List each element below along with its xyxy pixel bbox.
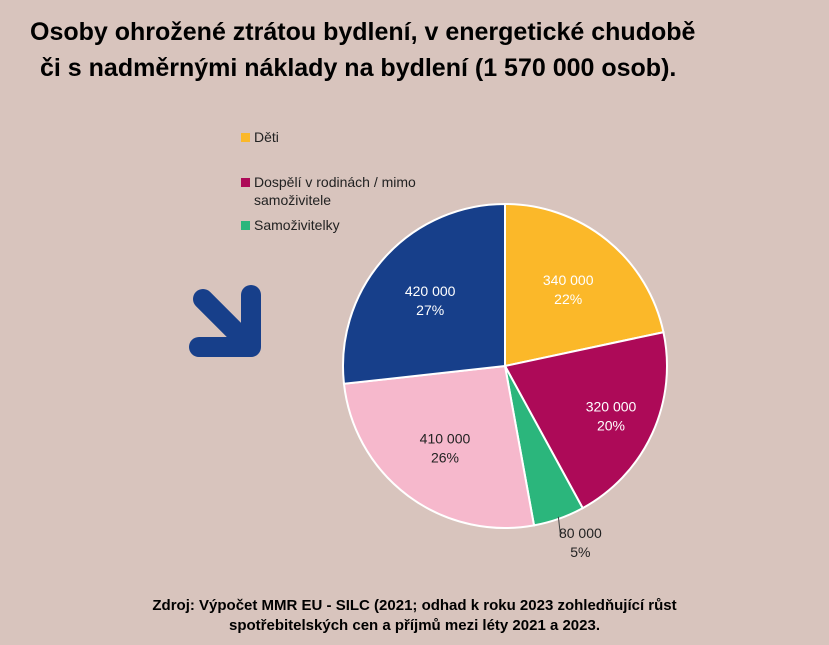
pie-slice-ostatni xyxy=(342,202,506,385)
leader-line-samozivitelky xyxy=(557,516,561,536)
slice-value-label-deti: 340 000 xyxy=(543,272,594,288)
source-note: Zdroj: Výpočet MMR EU - SILC (2021; odha… xyxy=(0,596,829,636)
legend-swatch-deti xyxy=(241,133,250,142)
slice-percent-label-ostatni: 27% xyxy=(416,302,444,318)
slice-percent-label-deti: 22% xyxy=(554,291,582,307)
chart-title-line-2: či s nadměrnými náklady na bydlení (1 57… xyxy=(40,54,677,82)
slice-percent-label-samozivitelky: 5% xyxy=(570,544,590,560)
pie-slice-seniori xyxy=(342,364,536,529)
source-line-2: spotřebitelských cen a příjmů mezi léty … xyxy=(228,617,600,634)
legend-item-dospeli: Dospělí v rodinách / mimo samoživitele xyxy=(241,173,454,209)
legend-label-dospeli: Dospělí v rodinách / mimo samoživitele xyxy=(254,174,416,208)
slice-value-label-dospeli: 320 000 xyxy=(586,399,637,415)
source-line-1: Zdroj: Výpočet MMR EU - SILC (2021; odha… xyxy=(152,597,677,614)
legend-label-deti: Děti xyxy=(254,129,279,145)
arrow-down-right-icon xyxy=(189,285,261,357)
legend-label-samozivitelky: Samoživitelky xyxy=(254,217,340,233)
legend-item-samozivitelky: Samoživitelky xyxy=(241,216,454,234)
legend-swatch-samozivitelky xyxy=(241,221,250,230)
slice-value-label-ostatni: 420 000 xyxy=(405,283,456,299)
slice-value-label-seniori: 410 000 xyxy=(420,431,471,447)
slice-value-label-samozivitelky: 80 000 xyxy=(559,525,602,541)
chart-title-line-1: Osoby ohrožené ztrátou bydlení, v energe… xyxy=(30,18,696,46)
slice-percent-label-seniori: 26% xyxy=(431,450,459,466)
pie-slice-dospeli xyxy=(503,331,668,510)
pie-slice-deti xyxy=(504,202,665,368)
slice-percent-label-dospeli: 20% xyxy=(597,418,625,434)
legend-item-deti: Děti xyxy=(241,128,454,146)
legend-swatch-dospeli xyxy=(241,178,250,187)
